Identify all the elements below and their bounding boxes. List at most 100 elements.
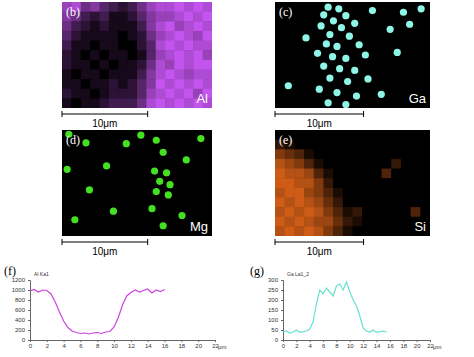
map-cell	[137, 21, 147, 31]
y-tick-label: 600	[15, 307, 26, 313]
map-cell	[294, 207, 304, 217]
map-cell	[372, 188, 382, 198]
map-dot	[342, 101, 349, 108]
map-cell	[156, 50, 166, 60]
y-tick: 400	[15, 317, 30, 323]
scale-bar-label: 10μm	[307, 118, 332, 129]
map-cell	[165, 60, 175, 70]
scale-bar-line	[275, 111, 364, 117]
map-cell	[90, 2, 100, 12]
y-tick-label: 1000	[12, 287, 26, 293]
x-tick-label: 14	[145, 343, 152, 349]
map-cell	[175, 12, 185, 22]
map-cell	[100, 60, 110, 70]
map-cell	[372, 197, 382, 207]
map-cell	[323, 130, 333, 140]
map-cell	[362, 159, 372, 169]
map-cell	[175, 21, 185, 31]
map-dot	[338, 24, 345, 31]
map-cell	[100, 31, 110, 41]
map-cell	[203, 50, 212, 60]
map-cell	[275, 178, 285, 188]
y-tick-mark	[28, 300, 30, 301]
map-cell	[362, 178, 372, 188]
map-cell	[275, 217, 285, 227]
map-cell	[156, 98, 166, 108]
map-dot	[314, 50, 321, 57]
y-tick-label: 100	[268, 317, 279, 323]
map-cell	[90, 69, 100, 79]
map-cell	[275, 188, 285, 198]
map-cell	[323, 188, 333, 198]
map-cell	[156, 21, 166, 31]
map-cell	[165, 50, 175, 60]
map-cell	[193, 12, 203, 22]
map-cell	[323, 140, 333, 150]
map-cell	[343, 207, 353, 217]
x-tick-mark	[97, 340, 98, 342]
y-tick-mark	[28, 310, 30, 311]
y-tick-mark	[28, 280, 30, 281]
map-cell	[193, 31, 203, 41]
map-panel: (e)Si10μm	[275, 130, 431, 257]
map-cell	[128, 2, 138, 12]
map-cell	[175, 2, 185, 12]
map-cell	[391, 226, 401, 236]
y-axis-line	[28, 281, 31, 341]
map-cell	[411, 159, 421, 169]
map-cell	[353, 140, 363, 150]
x-tick: 20	[414, 340, 421, 349]
x-tick: 12	[128, 340, 135, 349]
map-cell	[382, 149, 392, 159]
x-tick: 4	[62, 340, 66, 349]
map-cell	[156, 69, 166, 79]
map-cell	[109, 79, 119, 89]
map-cell	[81, 31, 91, 41]
map-cell	[391, 197, 401, 207]
scale-bar: 10μm	[62, 239, 148, 257]
map-cell	[420, 169, 430, 179]
map-cell	[81, 12, 91, 22]
map-cell	[184, 12, 194, 22]
map-cell	[372, 169, 382, 179]
map-cell	[323, 169, 333, 179]
map-dot	[336, 65, 343, 72]
map-dot	[344, 78, 351, 85]
map-cell	[401, 159, 411, 169]
map-cell	[333, 140, 343, 150]
x-tick-mark	[417, 340, 418, 342]
figure: (b)Al10μm(c)Ga10μm(d)Mg10μm(e)Si10μm0246…	[0, 0, 474, 357]
line-chart: 0246810121416182022020040060080010001200…	[12, 271, 227, 350]
map-cell	[118, 69, 128, 79]
map-dot	[156, 178, 163, 185]
x-tick: 16	[387, 340, 394, 349]
y-tick-mark	[28, 320, 30, 321]
x-tick-label: 2	[295, 343, 299, 349]
map-cell	[314, 226, 324, 236]
map-cell	[323, 159, 333, 169]
x-tick: 14	[374, 340, 381, 349]
map-dot	[82, 139, 89, 146]
x-tick: 10	[111, 340, 118, 349]
map-cell	[275, 159, 285, 169]
x-tick-label: 0	[29, 343, 33, 349]
map-cell	[343, 188, 353, 198]
map-dot	[153, 188, 160, 195]
map-cell	[420, 159, 430, 169]
y-tick-mark	[281, 320, 283, 321]
map-dot	[326, 74, 333, 81]
map-cell	[71, 50, 81, 60]
x-tick-mark	[403, 340, 404, 342]
map-cell	[314, 159, 324, 169]
map-dot	[320, 63, 327, 70]
map-cell	[285, 178, 295, 188]
map-cell	[146, 79, 156, 89]
map-cell	[372, 226, 382, 236]
scale-bar: 10μm	[62, 111, 148, 129]
x-tick-mark	[296, 340, 297, 342]
x-tick-label: 16	[387, 343, 394, 349]
map-cell	[411, 188, 421, 198]
map-cell	[62, 60, 72, 70]
map-cell	[275, 197, 285, 207]
map-dot	[351, 67, 358, 74]
